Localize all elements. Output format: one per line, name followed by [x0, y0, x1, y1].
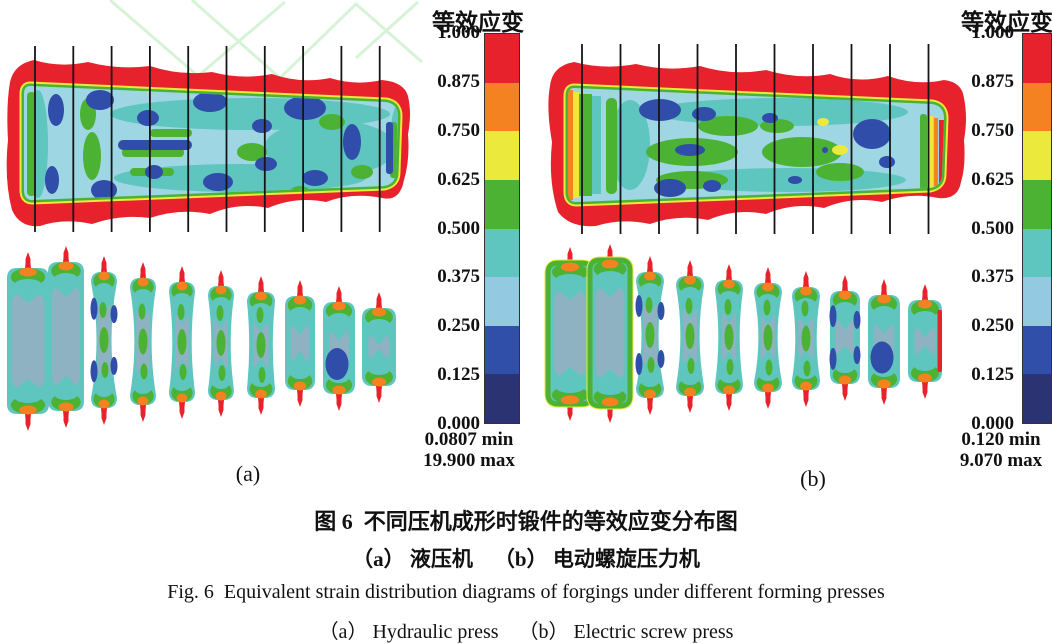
colorbar-segment [1023, 277, 1051, 326]
cross-section [676, 260, 704, 413]
max-value-label: 9.070 max [959, 450, 1043, 471]
cross-section [323, 286, 355, 411]
caption-zh-sub: （a） 液压机 （b） 电动螺旋压力机 [352, 547, 700, 571]
colorbar-segment [1023, 228, 1051, 278]
colorbar-segment [485, 277, 519, 326]
colorbar-tick: 0.625 [437, 168, 480, 190]
colorbar-tick: 0.500 [971, 217, 1014, 239]
caption-zh-title: 图 6 不同压机成形时锻件的等效应变分布图 [314, 509, 738, 534]
colorbar-tick: 0.125 [437, 364, 480, 386]
colorbar-tick: 1.000 [437, 22, 480, 43]
min-value-label: 0.120 min [961, 429, 1041, 450]
colorbar-segment [485, 374, 519, 423]
colorbar-tick: 0.000 [971, 413, 1014, 434]
colorbar [1022, 33, 1052, 424]
colorbar-tick: 1.000 [971, 22, 1014, 43]
colorbar-tick: 0.375 [971, 266, 1014, 288]
cross-sections-b [544, 244, 942, 423]
forging-longitudinal-b [548, 62, 966, 227]
legend-title: 等效应变 [961, 10, 1052, 35]
cross-section [635, 256, 665, 415]
legend-ticks: 1.000 0.875 0.750 0.625 0.500 0.375 0.250 0.125… [950, 0, 1052, 480]
colorbar-tick: 0.250 [437, 315, 480, 337]
colorbar-segment [485, 34, 519, 83]
colorbar [484, 33, 520, 424]
min-value-label: 0.0807 min [424, 429, 514, 450]
cross-section [792, 271, 820, 407]
colorbar-segment [485, 228, 519, 278]
section-lines-b [581, 44, 930, 234]
colorbar-tick: 0.750 [437, 119, 480, 141]
panel-b-plot [544, 44, 966, 423]
panel-label-a: (a) [235, 461, 261, 486]
colorbar-tick: 0.125 [971, 364, 1014, 386]
cross-section [169, 266, 195, 419]
colorbar-segment [1023, 34, 1051, 83]
cross-section [908, 284, 942, 399]
colorbar-tick: 0.375 [437, 266, 480, 288]
cross-section [586, 244, 634, 423]
caption-en-title: Fig. 6 Equivalent strain distribution di… [167, 581, 885, 603]
colorbar-tick: 0.250 [971, 315, 1014, 337]
caption-en-sub: （a） Hydraulic press （b） Electric screw p… [318, 621, 734, 643]
cross-section [362, 292, 396, 403]
legend-ticks: 1.000 0.875 0.750 0.625 0.500 0.375 0.250 0.125… [414, 0, 524, 480]
cross-section [754, 267, 782, 409]
colorbar-segment [485, 82, 519, 132]
colorbar-tick: 0.000 [437, 413, 480, 434]
legend-a: 等效应变 1.000 0.875 0.750 0.625 0.500 0.375 0.250… [414, 0, 524, 480]
section-lines-a [34, 46, 381, 232]
colorbar-tick: 0.750 [971, 119, 1014, 141]
colorbar-segment [1023, 325, 1051, 375]
cross-section [715, 264, 743, 411]
max-value-label: 19.900 max [423, 450, 515, 471]
cross-section [247, 276, 275, 415]
cross-section [48, 246, 84, 428]
colorbar-tick: 0.875 [437, 70, 480, 92]
colorbar-tick: 0.500 [437, 217, 480, 239]
colorbar-tick: 0.625 [971, 168, 1014, 190]
colorbar-segment [1023, 82, 1051, 132]
cross-section [285, 280, 315, 407]
colorbar-segment [485, 179, 519, 229]
colorbar-segment [1023, 374, 1051, 423]
cross-section [829, 275, 861, 401]
cross-section [7, 252, 49, 431]
cross-section [130, 262, 156, 422]
panel-label-b: (b) [800, 466, 826, 491]
cross-section [208, 270, 234, 417]
colorbar-segment [1023, 179, 1051, 229]
colorbar-tick: 0.875 [971, 70, 1014, 92]
colorbar-segment [1023, 131, 1051, 180]
panel-a-plot [6, 46, 411, 431]
legend-b: 等效应变 1.000 0.875 0.750 0.625 0.500 0.375 0.250… [950, 0, 1052, 480]
colorbar-segment [485, 325, 519, 375]
cross-section [544, 247, 596, 421]
cross-sections-a [7, 246, 396, 431]
legend-title: 等效应变 [432, 10, 524, 35]
cross-section [90, 256, 118, 425]
forging-longitudinal-a [6, 60, 411, 227]
colorbar-segment [485, 131, 519, 180]
cross-section [868, 279, 900, 405]
